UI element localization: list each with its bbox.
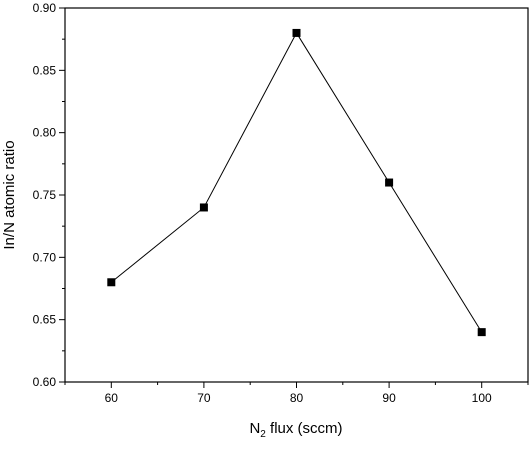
series-layer [107,28,486,337]
y-tick-label: 0.75 [33,188,57,202]
y-axis-title: In/N atomic ratio [1,140,18,249]
data-point-marker [477,328,486,337]
ticks-layer: 60 70 80 90 100 0.60 0.65 0.70 0.75 0.80 0.85 0.90 [33,1,529,405]
x-tick-label: 80 [290,391,304,405]
x-tick-label: 60 [105,391,119,405]
x-tick-label: 100 [472,391,492,405]
x-axis-title: N2 flux (sccm) [249,420,342,440]
y-tick-label: 0.60 [33,375,57,389]
x-tick-label: 70 [197,391,211,405]
y-tick-label: 0.70 [33,250,57,264]
x-axis-title-main: N [249,420,260,437]
data-point-marker [385,178,394,187]
data-point-marker [107,278,116,287]
y-tick-label: 0.85 [33,63,57,77]
plot-frame [64,7,529,383]
x-axis-title-subscript: 2 [260,429,266,440]
series-line [110,31,483,333]
y-tick-label: 0.90 [33,1,57,15]
data-point-marker [199,203,208,212]
data-point-marker [292,28,301,37]
x-tick-label: 90 [382,391,396,405]
y-tick-label: 0.80 [33,126,57,140]
y-tick-label: 0.65 [33,313,57,327]
plot-area [64,7,529,383]
x-axis-title-rest: flux (sccm) [266,420,343,437]
